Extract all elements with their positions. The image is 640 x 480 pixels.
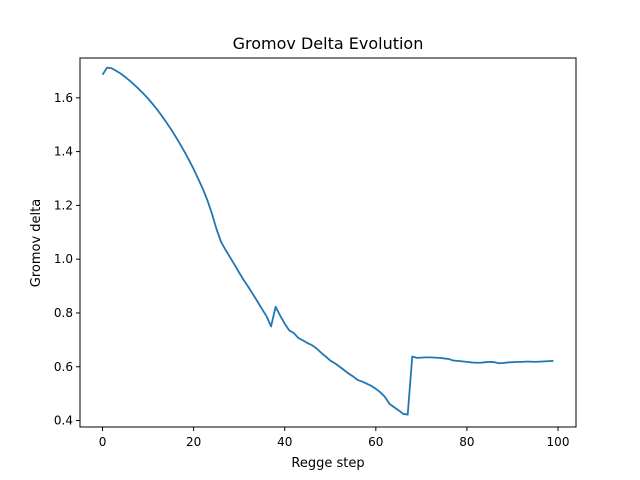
axes-frame	[79, 57, 577, 428]
y-tick-label: 1.2	[54, 198, 73, 212]
x-tick-label: 60	[368, 435, 383, 449]
y-tick-label: 0.8	[54, 306, 73, 320]
y-tick-label: 1.0	[54, 252, 73, 266]
y-axis-label: Gromov delta	[29, 199, 44, 287]
chart-title: Gromov Delta Evolution	[233, 34, 424, 53]
y-tick-label: 0.6	[54, 360, 73, 374]
plot-area: 0 20 40 60 80 100 0.4 0.6 0.8 1.0 1.2 1.4 1.6	[54, 57, 577, 449]
x-tick-label: 20	[186, 435, 201, 449]
series-line-1	[101, 66, 554, 416]
x-tick-label: 100	[547, 435, 570, 449]
y-tick-label: 0.4	[54, 414, 73, 428]
x-axis-label: Regge step	[291, 456, 364, 471]
x-tick-label: 80	[459, 435, 474, 449]
y-tick-label: 1.6	[54, 91, 73, 105]
x-tick-label: 40	[277, 435, 292, 449]
y-tick-label: 1.4	[54, 145, 73, 159]
x-tick-label: 0	[99, 435, 107, 449]
